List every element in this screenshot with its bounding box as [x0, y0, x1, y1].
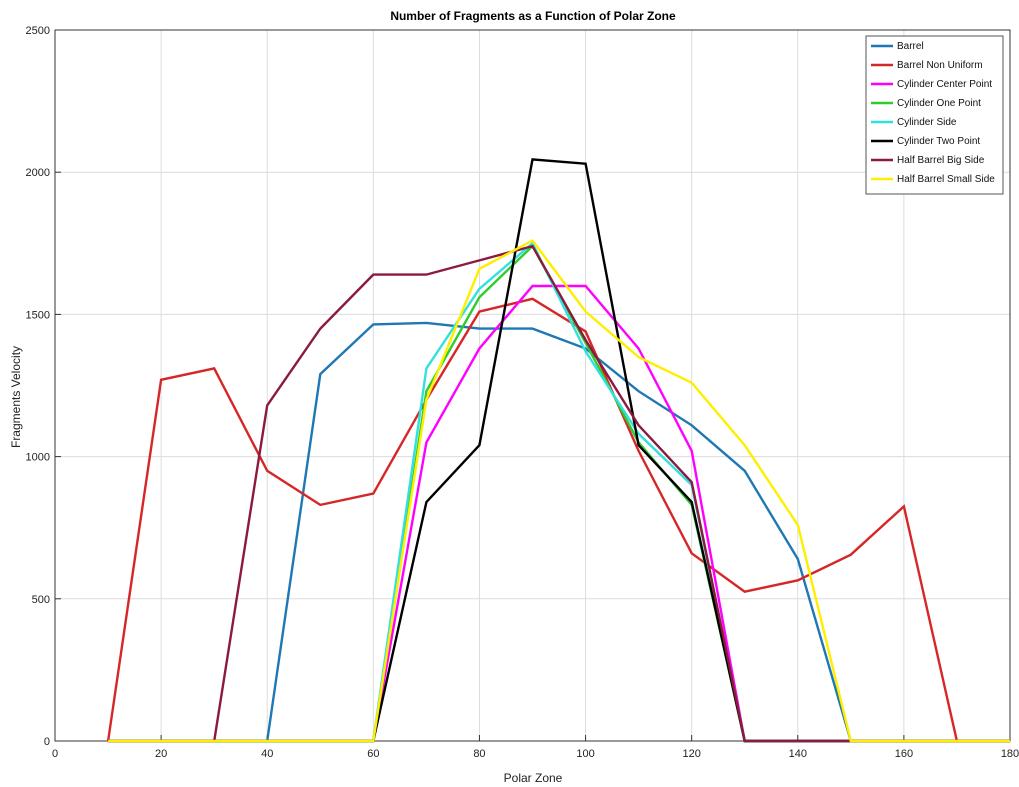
series-line-cylinder-center-point [108, 284, 1010, 743]
legend-label: Cylinder One Point [897, 98, 981, 109]
legend-label: Half Barrel Big Side [897, 155, 985, 166]
chart-title: Number of Fragments as a Function of Pol… [390, 9, 676, 23]
legend-label: Half Barrel Small Side [897, 174, 995, 185]
series-line-barrel-non-uniform [106, 297, 1010, 743]
y-tick-label: 0 [44, 736, 50, 748]
series-layer [106, 158, 1010, 743]
legend-label: Barrel Non Uniform [897, 60, 983, 71]
y-tick-label: 1500 [26, 309, 50, 321]
series-line-half-barrel-small-side [108, 238, 1010, 743]
x-tick-label: 20 [155, 748, 167, 760]
y-axis-label: Fragments Velocity [9, 346, 23, 448]
legend-label: Barrel [897, 41, 924, 52]
x-tick-label: 160 [895, 748, 913, 760]
x-tick-label: 0 [52, 748, 58, 760]
x-axis-label: Polar Zone [504, 771, 563, 785]
x-tick-label: 40 [261, 748, 273, 760]
y-tick-label: 500 [32, 594, 50, 606]
x-tick-label: 100 [576, 748, 594, 760]
series-line-cylinder-two-point [108, 158, 1010, 743]
series-line-half-barrel-big-side [108, 244, 1010, 743]
x-tick-label: 120 [682, 748, 700, 760]
plot-frame [54, 29, 1011, 742]
legend-label: Cylinder Side [897, 117, 957, 128]
x-tick-label: 60 [367, 748, 379, 760]
legend-label: Cylinder Two Point [897, 136, 980, 147]
y-tick-label: 2000 [26, 167, 50, 179]
legend: Barrel Barrel Non Uniform Cylinder Center … [865, 35, 1004, 195]
x-tick-label: 140 [789, 748, 807, 760]
series-line-cylinder-side [108, 241, 1010, 743]
legend-box [865, 35, 1004, 195]
y-tick-label: 2500 [26, 25, 50, 37]
x-tick-label: 80 [473, 748, 485, 760]
x-tick-label: 180 [1001, 748, 1019, 760]
legend-label: Cylinder Center Point [897, 79, 992, 90]
y-tick-label: 1000 [26, 452, 50, 464]
series-line-cylinder-one-point [108, 244, 1010, 743]
tick-layer: 0 20 40 60 80 100 120 140 160 180 0 500 1000 1500 2000… [26, 25, 1019, 760]
